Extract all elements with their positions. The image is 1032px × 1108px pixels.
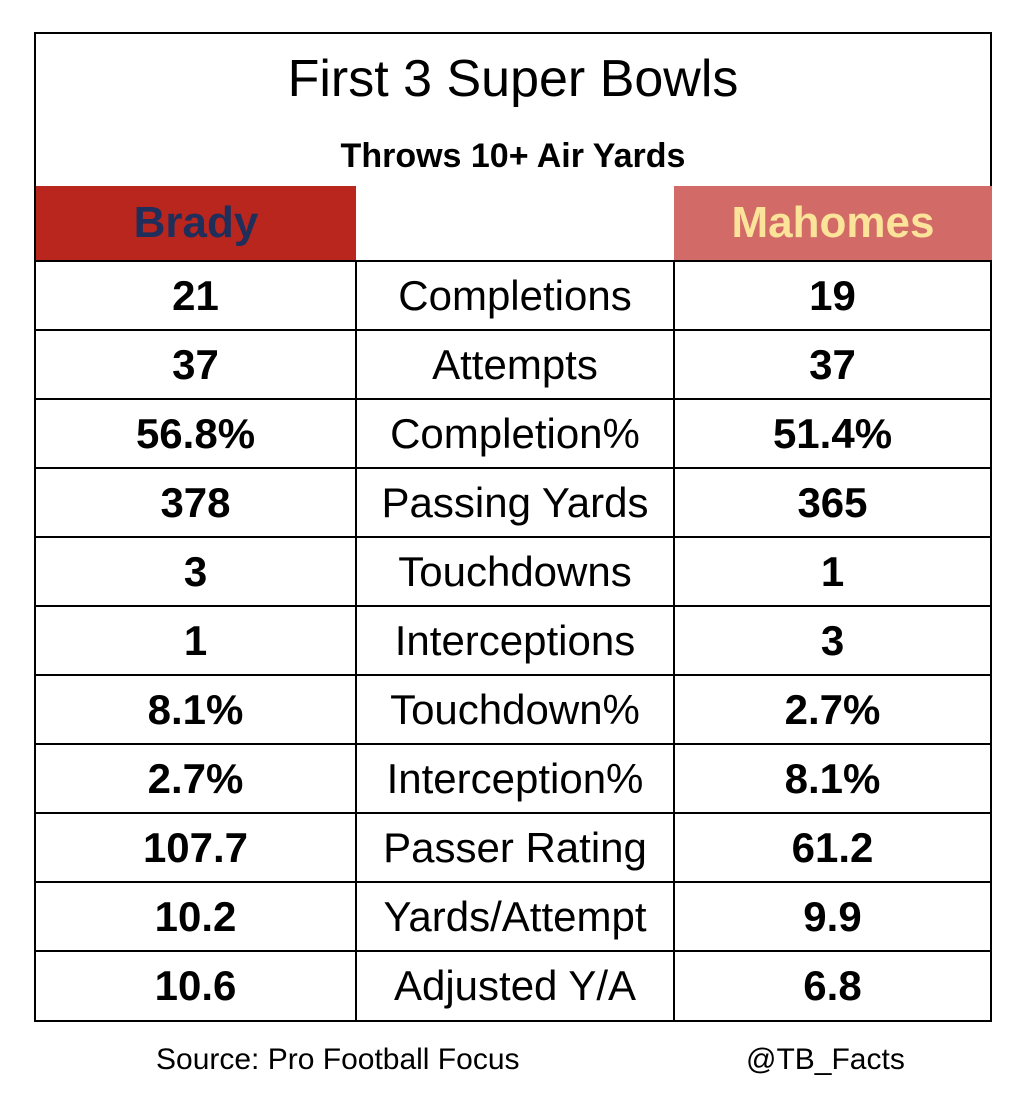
brady-value: 10.6	[36, 950, 356, 1020]
stat-label: Attempts	[355, 329, 675, 399]
stat-label: Touchdown%	[355, 674, 675, 744]
brady-value: 37	[36, 329, 356, 399]
stat-label: Yards/Attempt	[355, 881, 675, 951]
mahomes-value: 1	[674, 536, 990, 606]
mahomes-value: 51.4%	[674, 398, 990, 468]
table-row: 1 Interceptions 3	[36, 605, 990, 675]
table-row: 107.7 Passer Rating 61.2	[36, 812, 990, 882]
stat-label: Passer Rating	[355, 812, 675, 882]
mahomes-value: 6.8	[674, 950, 990, 1020]
stat-label: Completions	[355, 260, 675, 330]
stats-table-frame: First 3 Super Bowls Throws 10+ Air Yards…	[34, 32, 992, 1022]
table-row: 37 Attempts 37	[36, 329, 990, 399]
source-credit: Source: Pro Football Focus	[156, 1043, 520, 1076]
brady-value: 10.2	[36, 881, 356, 951]
stat-label: Completion%	[355, 398, 675, 468]
stat-label: Adjusted Y/A	[355, 950, 675, 1020]
mahomes-value: 9.9	[674, 881, 990, 951]
mahomes-value: 37	[674, 329, 990, 399]
brady-value: 3	[36, 536, 356, 606]
stat-label: Interceptions	[355, 605, 675, 675]
table-row: 8.1% Touchdown% 2.7%	[36, 674, 990, 744]
stat-label: Interception%	[355, 743, 675, 813]
chart-title: First 3 Super Bowls	[287, 50, 739, 108]
brady-value: 2.7%	[36, 743, 356, 813]
mahomes-value: 19	[674, 260, 990, 330]
brady-value: 378	[36, 467, 356, 537]
table-row: 2.7% Interception% 8.1%	[36, 743, 990, 813]
brady-value: 1	[36, 605, 356, 675]
mahomes-value: 61.2	[674, 812, 990, 882]
mahomes-value: 2.7%	[674, 674, 990, 744]
table-row: 378 Passing Yards 365	[36, 467, 990, 537]
mahomes-value: 8.1%	[674, 743, 990, 813]
table-row: 21 Completions 19	[36, 260, 990, 330]
author-handle: @TB_Facts	[746, 1043, 905, 1076]
mahomes-header: Mahomes	[674, 186, 992, 260]
mahomes-value: 3	[674, 605, 990, 675]
table-row: 10.6 Adjusted Y/A 6.8	[36, 950, 990, 1020]
brady-value: 107.7	[36, 812, 356, 882]
stat-label: Passing Yards	[355, 467, 675, 537]
brady-value: 21	[36, 260, 356, 330]
table-row: 56.8% Completion% 51.4%	[36, 398, 990, 468]
table-row: 10.2 Yards/Attempt 9.9	[36, 881, 990, 951]
brady-value: 8.1%	[36, 674, 356, 744]
stat-header-blank	[356, 186, 674, 260]
mahomes-value: 365	[674, 467, 990, 537]
table-row: 3 Touchdowns 1	[36, 536, 990, 606]
brady-header: Brady	[36, 186, 356, 260]
brady-value: 56.8%	[36, 398, 356, 468]
chart-subtitle: Throws 10+ Air Yards	[340, 137, 686, 175]
stat-label: Touchdowns	[355, 536, 675, 606]
stats-table: 21 Completions 19 37 Attempts 37 56.8% Completi…	[36, 260, 990, 1020]
